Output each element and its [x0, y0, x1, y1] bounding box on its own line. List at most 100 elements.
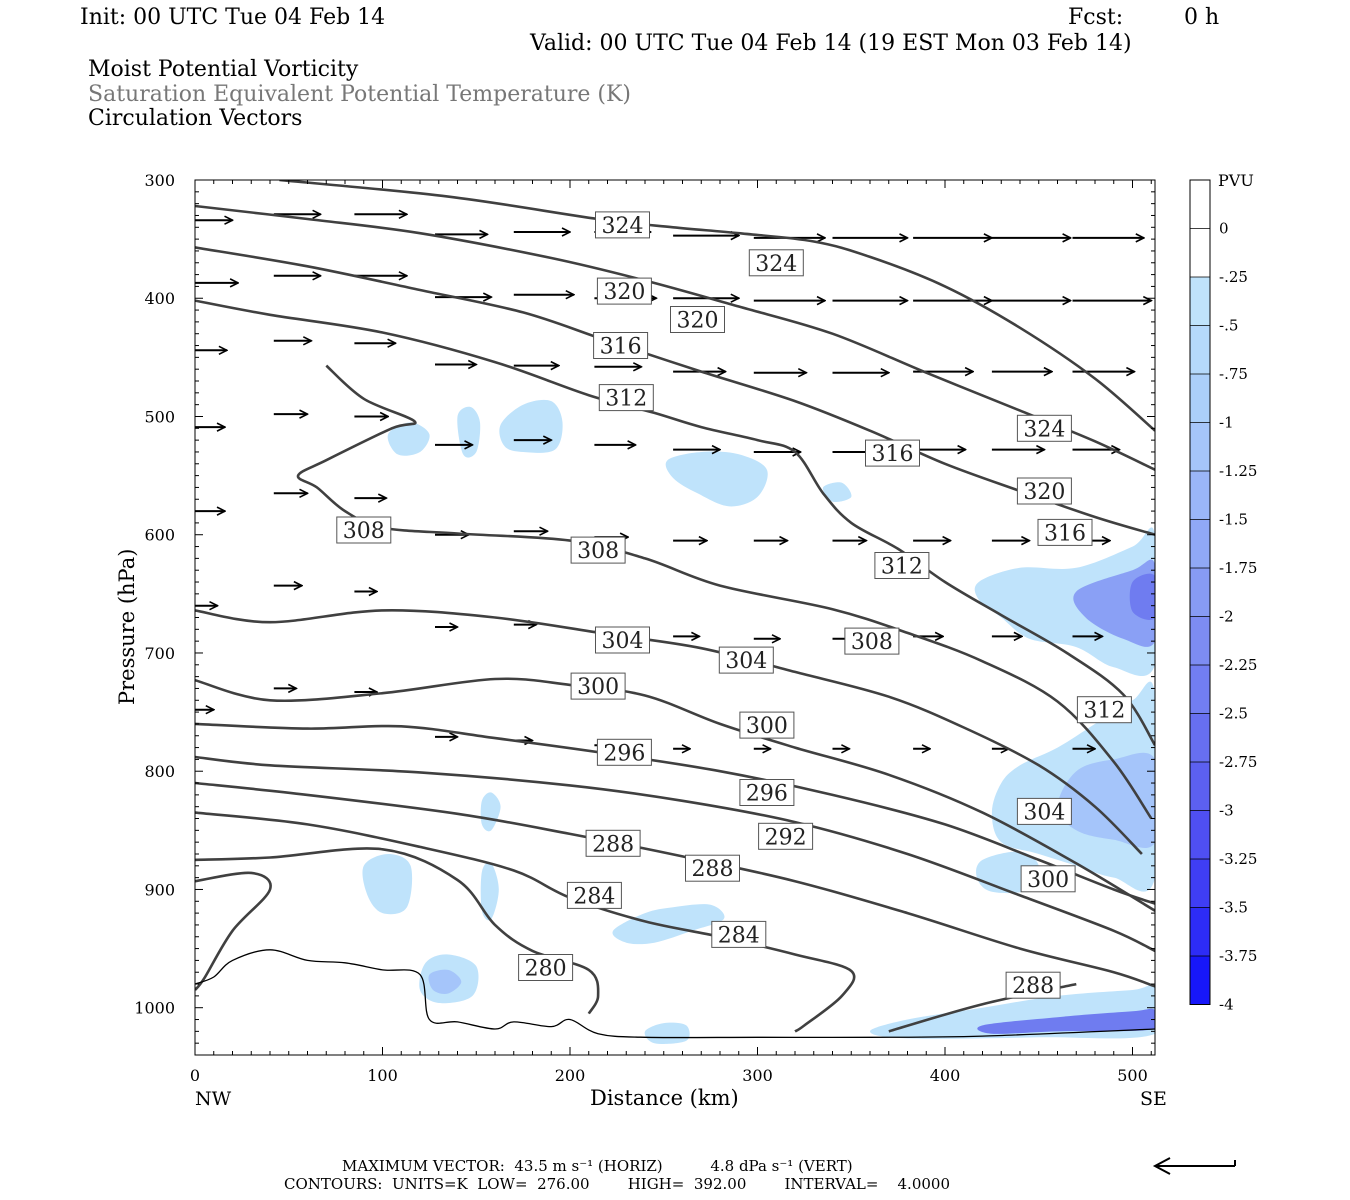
contour-label: 304	[725, 649, 767, 674]
theta-es-contour-320	[195, 204, 1155, 471]
theta-es-contour-324	[279, 180, 1155, 432]
contour-label: 320	[677, 309, 719, 334]
contour-label-box	[865, 439, 920, 467]
contour-label-box	[718, 646, 774, 674]
contour-label-box	[596, 277, 652, 305]
colorbar-swatch	[1190, 568, 1210, 617]
contour-label: 300	[1027, 868, 1069, 893]
colorbar-label: -3.75	[1219, 947, 1257, 965]
contours-note: CONTOURS: UNITS=K LOW= 276.00 HIGH= 392.…	[284, 1175, 950, 1193]
contour-label-box	[336, 516, 392, 544]
colorbar-label: -2.25	[1219, 656, 1257, 674]
contour-label-box	[566, 881, 622, 909]
colorbar-label: -.5	[1219, 317, 1238, 335]
contour-label-box	[1016, 414, 1072, 442]
theta-es-contour-316	[195, 246, 1155, 536]
init-time: Init: 00 UTC Tue 04 Feb 14	[80, 5, 386, 30]
x-tick-label: 200	[555, 1066, 586, 1085]
pv-patch	[499, 399, 563, 453]
colorbar-swatch	[1190, 228, 1210, 277]
theta-es-contour-292	[195, 755, 1155, 953]
contour-label-box	[1016, 477, 1072, 505]
colorbar-label: -3.5	[1219, 899, 1248, 917]
colorbar-swatch	[1190, 810, 1210, 859]
colorbar-label: 0	[1219, 220, 1229, 238]
valid-time: Valid: 00 UTC Tue 04 Feb 14 (19 EST Mon …	[530, 31, 1132, 56]
field-title-mpv: Moist Potential Vorticity	[88, 57, 359, 82]
colorbar-label: -2	[1219, 608, 1234, 626]
contour-label-box	[670, 306, 725, 333]
theta-es-contour-284	[195, 811, 856, 1033]
contour-label-box	[596, 738, 652, 766]
contour-label-box	[874, 552, 930, 579]
y-tick-label: 700	[144, 644, 175, 663]
colorbar: 0 -.25 -.5 -.75 -1 -1.25 -1.5 -1.75 -2 -2.25 -2.5 -…	[1189, 179, 1257, 1014]
fcst-value: 0 h	[1184, 5, 1220, 30]
colorbar-label: -4	[1219, 996, 1234, 1014]
pv-patch	[1057, 752, 1155, 848]
pv-patch	[387, 422, 430, 456]
contour-label: 316	[1044, 521, 1086, 546]
circulation-vectors-layer	[195, 214, 1151, 749]
contour-label-box	[1076, 696, 1132, 724]
field-title-vectors: Circulation Vectors	[88, 106, 303, 131]
pv-patch	[428, 969, 462, 994]
colorbar-swatch	[1190, 907, 1210, 956]
pv-patch	[1129, 573, 1155, 620]
y-tick-label: 900	[144, 880, 175, 899]
contour-label-box	[748, 249, 804, 277]
colorbar-label: -.25	[1219, 268, 1248, 286]
colorbar-swatch	[1190, 519, 1210, 568]
colorbar-label: -1.5	[1219, 511, 1248, 529]
contour-label-box	[844, 627, 900, 655]
contour-label-box	[1037, 518, 1093, 546]
colorbar-label: -2.75	[1219, 753, 1257, 771]
y-tick-label: 600	[144, 526, 175, 545]
x-tick-label: 500	[1117, 1066, 1148, 1085]
contour-label: 300	[577, 675, 619, 700]
fcst-label: Fcst:	[1068, 5, 1124, 30]
contour-label: 312	[1083, 699, 1125, 724]
terrain-surface	[195, 949, 1155, 1039]
pv-patch	[822, 482, 852, 503]
colorbar-label: -.75	[1219, 365, 1248, 383]
contour-label-box	[593, 332, 649, 359]
theta-es-contour-280	[195, 847, 600, 1015]
colorbar-swatch	[1190, 471, 1210, 520]
contour-label: 288	[1012, 974, 1054, 999]
contour-label-box	[739, 779, 795, 806]
contour-label: 316	[872, 442, 914, 467]
contour-label-box	[518, 954, 574, 981]
pv-fill-layer	[362, 399, 1155, 1044]
theta-es-contour-284	[195, 871, 272, 991]
y-tick-label: 800	[144, 762, 175, 781]
y-tick-label: 400	[144, 289, 175, 308]
contour-label-box	[598, 384, 654, 412]
colorbar-label: -1	[1219, 414, 1234, 432]
x-tick-label: 100	[367, 1066, 398, 1085]
pv-patch	[612, 904, 725, 945]
pv-patch	[362, 854, 413, 915]
contour-labels-layer: 324 324 324 320 320 320 316 316 316 312 312 312 308 3…	[336, 211, 1132, 999]
axes-layer: 0 100 200 300 400 500 300 400 500 600 700 800 900 100…	[134, 171, 1155, 1085]
contour-label: 312	[881, 555, 923, 580]
contour-label-box	[711, 920, 767, 948]
contour-label-box	[758, 822, 814, 850]
contour-label: 288	[692, 857, 734, 882]
contour-label: 304	[1023, 800, 1065, 825]
contour-label-box	[570, 536, 626, 564]
contour-label: 280	[525, 957, 567, 982]
colorbar-label: -3.25	[1219, 850, 1257, 868]
theta-es-contour-312	[195, 299, 1155, 746]
colorbar-label: -2.5	[1219, 705, 1248, 723]
colorbar-swatch	[1190, 713, 1210, 762]
y-tick-label: 1000	[134, 999, 175, 1018]
pv-patch	[480, 792, 501, 832]
colorbar-swatch	[1190, 374, 1210, 423]
colorbar-swatch	[1190, 616, 1210, 665]
colorbar-units: PVU	[1218, 171, 1254, 190]
contour-label-box	[595, 211, 650, 239]
max-vector-note: MAXIMUM VECTOR: 43.5 m s⁻¹ (HORIZ) 4.8 d…	[342, 1157, 853, 1175]
x-tick-label: 400	[930, 1066, 961, 1085]
